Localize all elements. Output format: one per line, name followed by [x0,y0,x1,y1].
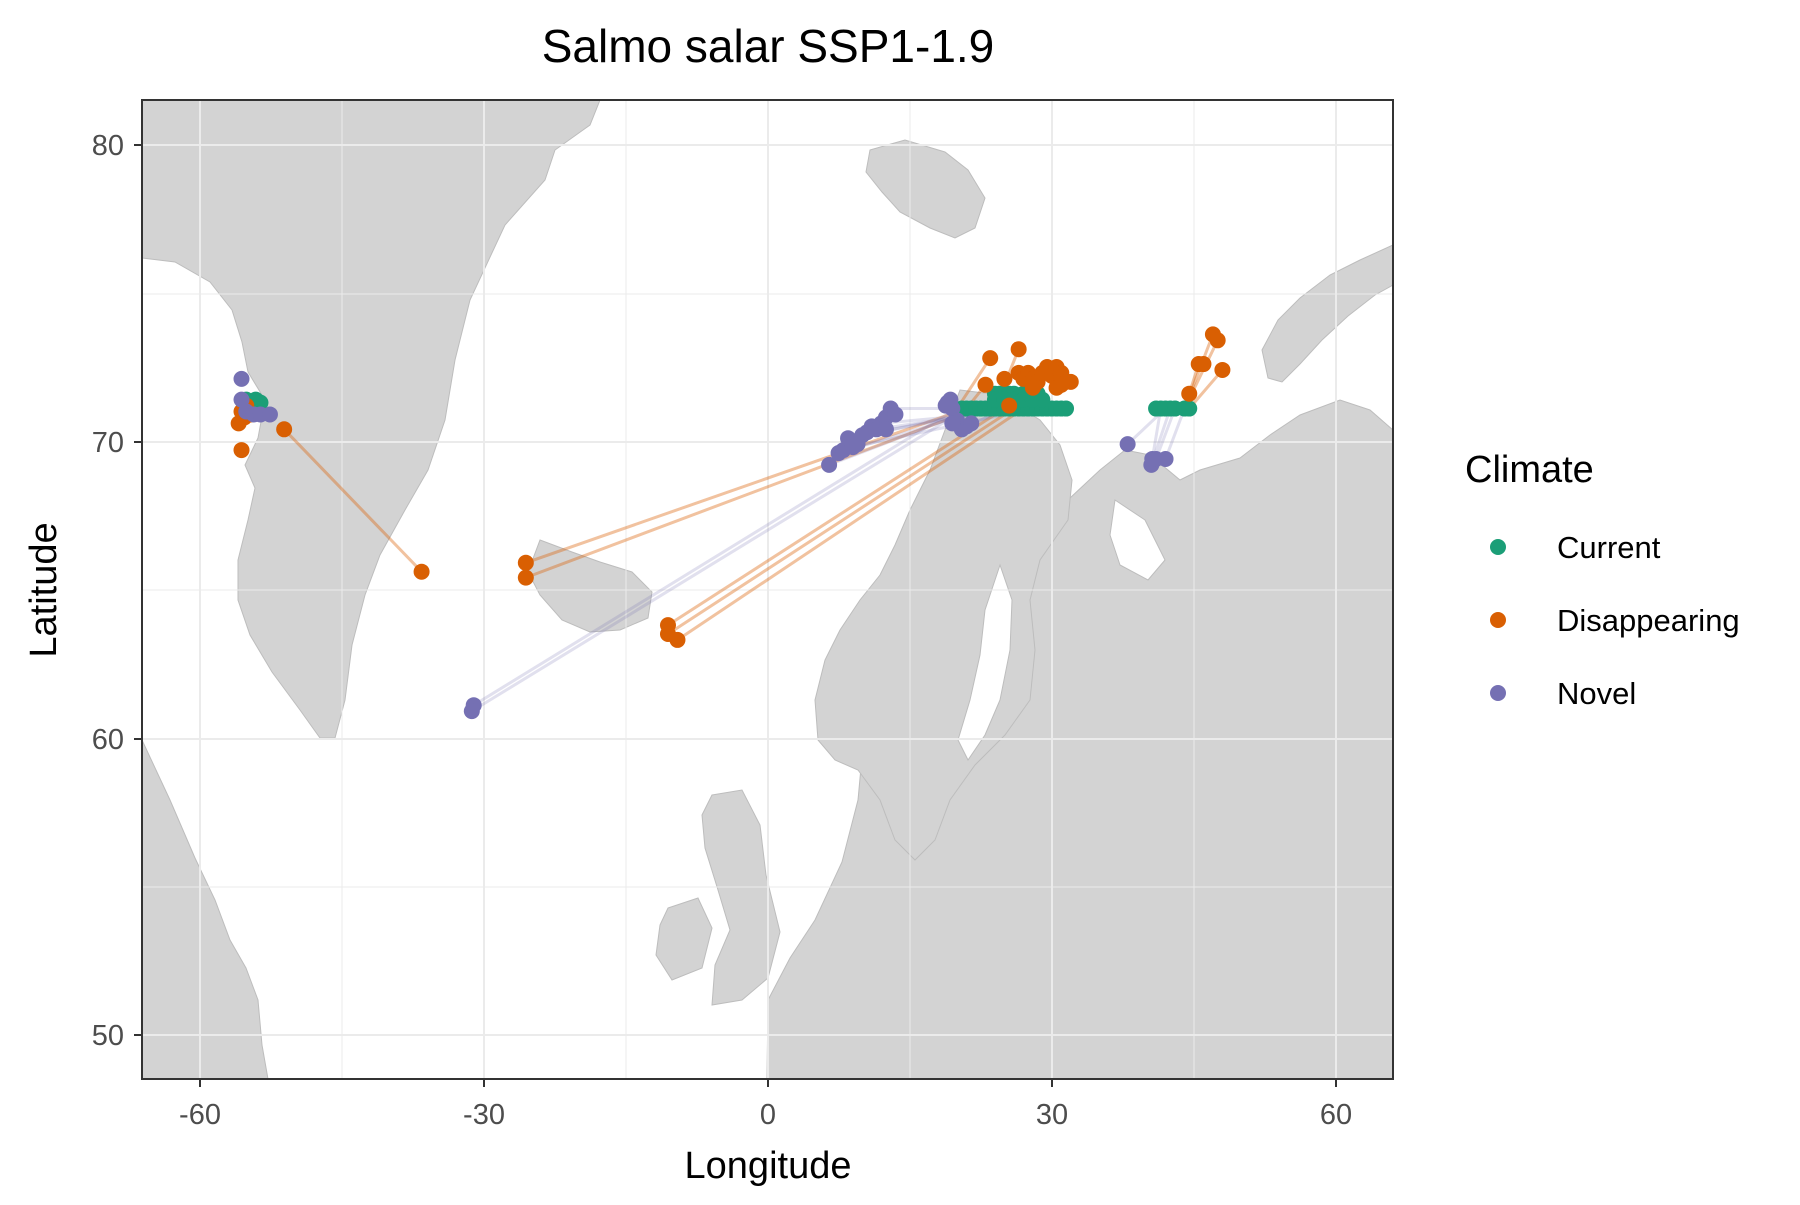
gulf-of-bothnia-sea [957,563,1013,761]
point-novel [1157,450,1174,467]
legend-swatch-novel [1490,685,1506,701]
chart-title: Salmo salar SSP1-1.9 [542,20,995,72]
point-novel [821,456,838,473]
point-novel [1144,450,1161,467]
point-current [1034,391,1051,408]
grid-minor [142,100,1393,1079]
point-novel [233,370,250,387]
x-axis-label: Longitude [685,1145,852,1187]
legend-label-current: Current [1557,530,1661,565]
link-line-disappearing [525,407,977,580]
axis-ticks [134,144,1337,1087]
link-line-novel [472,407,958,707]
point-novel [887,406,904,423]
link-line-disappearing [1188,368,1224,410]
iceland-landmass [527,539,653,633]
point-disappearing [1195,356,1212,373]
point-disappearing [1181,385,1198,402]
point-disappearing [276,421,293,438]
link-line-novel [1164,408,1186,460]
point-disappearing [982,350,999,367]
point-disappearing [996,370,1013,387]
link-line-novel [1150,408,1163,460]
point-novel [963,415,980,432]
link-line-novel [1154,408,1177,460]
link-line-disappearing [283,428,423,573]
point-novel [944,415,961,432]
legend-swatch-disappearing [1490,612,1506,628]
point-current [1181,400,1198,417]
y-tick-label: 60 [92,724,124,756]
link-line-disappearing [667,407,1015,636]
legend-swatch-current [1490,539,1506,555]
x-tick-label: -60 [179,1099,221,1131]
point-disappearing [1209,332,1226,349]
y-tick-label: 70 [92,427,124,459]
legend: Climate Current Disappearing Novel [1465,449,1740,711]
y-tick-label: 80 [92,130,124,162]
scandinavia-landmass [814,389,1073,861]
x-tick-labels: -60 -30 0 30 60 [179,1099,1352,1131]
point-disappearing [1001,397,1018,414]
point-disappearing [233,442,250,459]
novaya-zemlya-landmass [1261,244,1393,383]
point-current [1058,400,1075,417]
point-disappearing [669,631,686,648]
legend-label-disappearing: Disappearing [1557,603,1740,638]
svalbard-landmass [865,139,986,239]
x-tick-label: 60 [1320,1099,1352,1131]
greenland-landmass [142,100,601,739]
point-novel [877,421,894,438]
point-current [252,394,269,411]
point-disappearing [413,563,430,580]
point-disappearing [517,569,534,586]
white-sea [1109,499,1166,581]
point-novel [1119,436,1136,453]
link-line-disappearing [955,357,992,410]
point-disappearing [1053,376,1070,393]
x-tick-label: 30 [1036,1099,1068,1131]
point-novel [261,406,278,423]
link-line-novel [471,407,968,713]
x-tick-label: 0 [760,1099,776,1131]
point-disappearing [977,376,994,393]
point-disappearing [1010,341,1027,358]
point-disappearing [1214,361,1231,378]
uk-landmass [701,789,781,1006]
x-tick-label: -30 [463,1099,505,1131]
canada-landmass [142,739,269,1079]
legend-label-novel: Novel [1557,676,1636,711]
link-line-disappearing [676,407,1025,642]
points-layer [230,326,1231,720]
legend-title: Climate [1465,449,1594,491]
link-line-disappearing [667,407,1006,627]
point-disappearing [517,554,534,571]
y-tick-labels: 50 60 70 80 [92,130,124,1052]
point-novel [937,397,954,414]
ireland-landmass [655,897,713,981]
y-axis-label: Latitude [23,522,65,657]
link-line-disappearing [525,407,968,565]
point-disappearing [1024,379,1041,396]
y-tick-label: 50 [92,1020,124,1052]
point-novel [463,703,480,720]
